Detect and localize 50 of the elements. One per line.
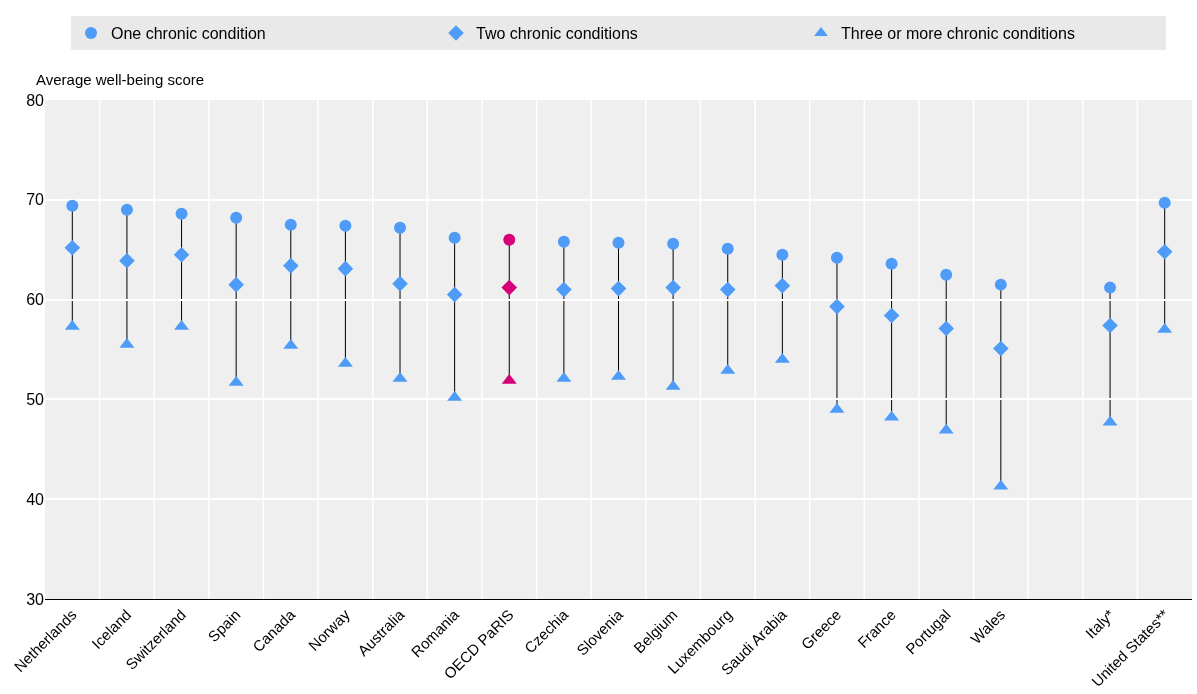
point xyxy=(883,307,900,324)
point xyxy=(993,340,1009,357)
point xyxy=(446,286,463,303)
point xyxy=(282,257,299,274)
point xyxy=(829,298,845,315)
point xyxy=(721,242,734,255)
point xyxy=(776,248,789,261)
point xyxy=(337,260,354,277)
point xyxy=(885,257,898,270)
point xyxy=(66,199,79,212)
point xyxy=(392,275,408,292)
y-tick-label: 40 xyxy=(26,490,45,508)
point xyxy=(994,278,1007,291)
y-tick-label: 60 xyxy=(26,291,45,309)
point xyxy=(1158,196,1171,209)
point xyxy=(120,203,133,216)
point xyxy=(228,276,244,293)
point xyxy=(940,268,953,281)
point xyxy=(938,320,955,337)
y-tick-label: 80 xyxy=(26,91,45,109)
y-tick-label: 70 xyxy=(26,191,45,209)
legend-label: Three or more chronic conditions xyxy=(841,25,1075,43)
point xyxy=(119,252,135,269)
point xyxy=(339,219,352,232)
point xyxy=(1156,243,1173,260)
point xyxy=(719,281,736,298)
point xyxy=(667,237,680,250)
y-tick-label: 50 xyxy=(26,391,45,408)
point xyxy=(830,251,843,264)
point xyxy=(64,239,81,256)
point xyxy=(448,231,461,244)
point xyxy=(394,221,407,234)
point xyxy=(612,236,625,249)
point xyxy=(173,246,190,263)
point xyxy=(556,281,572,298)
point xyxy=(1102,317,1118,334)
point xyxy=(557,235,570,248)
point xyxy=(503,233,516,246)
legend-label: One chronic condition xyxy=(111,25,266,43)
point xyxy=(774,277,791,294)
point xyxy=(501,279,518,296)
point xyxy=(175,207,188,220)
point xyxy=(610,280,627,297)
y-tick-label: 30 xyxy=(26,590,45,608)
y-axis-title: Average well-being score xyxy=(36,71,205,88)
point xyxy=(284,218,297,231)
point xyxy=(230,211,243,224)
point xyxy=(665,279,681,296)
point xyxy=(1104,281,1117,294)
legend-label: Two chronic conditions xyxy=(476,25,638,43)
